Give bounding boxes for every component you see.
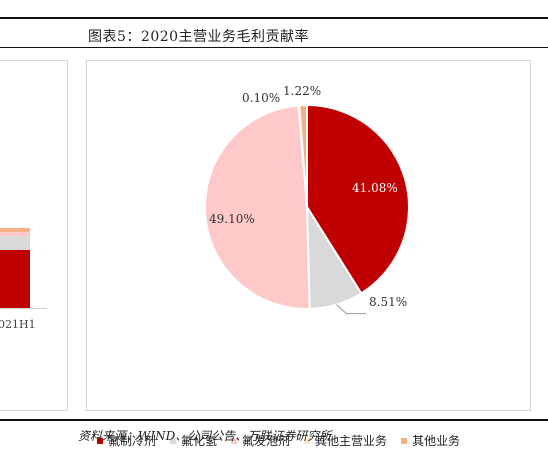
- left-bar-top: [0, 228, 30, 232]
- legend-swatch: [97, 437, 103, 444]
- pie-legend: 氟制冷剂 氟化氢 氟发泡剂 其他主营业务 其他业务: [97, 432, 460, 449]
- leader-line-hydrogen-fluoride: [336, 304, 366, 315]
- legend-swatch: [231, 437, 238, 444]
- legend-item-refrigerant: 氟制冷剂: [97, 432, 156, 449]
- legend-label: 其他业务: [412, 434, 461, 448]
- data-label-refrigerant: 41.08%: [352, 181, 398, 195]
- pie-slice-foaming-agent: [203, 104, 311, 310]
- left-bar-light: [0, 232, 30, 236]
- pie-chart-panel: 41.08% 8.51% 49.10% 0.10% 1.22% 氟制冷剂 氟化氢 氟发泡…: [86, 60, 531, 448]
- data-label-other: 1.22%: [283, 84, 321, 98]
- legend-label: 氟发泡剂: [242, 434, 291, 448]
- title-rule: [0, 47, 548, 48]
- left-chart-panel: [0, 60, 68, 411]
- legend-swatch: [304, 437, 311, 444]
- legend-label: 氟制冷剂: [108, 434, 157, 448]
- data-label-other-main: 0.10%: [242, 91, 280, 105]
- left-bar-gray: [0, 236, 30, 250]
- legend-swatch: [401, 437, 408, 444]
- data-label-foaming-agent: 49.10%: [209, 212, 255, 226]
- pie-slice-other: [298, 103, 308, 208]
- bottom-rule: [0, 419, 548, 421]
- source-note: 资料来源：WIND、公司公告、万联证券研究所: [78, 429, 332, 443]
- pie-chart: 41.08% 8.51% 49.10% 0.10% 1.22%: [203, 84, 410, 315]
- left-bar-red: [0, 250, 30, 308]
- data-label-hydrogen-fluoride: 8.51%: [369, 295, 407, 309]
- left-axis-tick-label: 021H1: [0, 318, 36, 331]
- left-axis-line: [0, 308, 47, 309]
- legend-swatch: [170, 437, 177, 444]
- legend-item-other-main: 其他主营业务: [304, 432, 387, 449]
- top-rule: [0, 17, 548, 19]
- legend-label: 氟化氢: [181, 434, 218, 448]
- legend-item-foaming-agent: 氟发泡剂: [231, 432, 290, 449]
- chart-title: 图表5：2020主营业务毛利贡献率: [88, 29, 310, 45]
- legend-item-hydrogen-fluoride: 氟化氢: [170, 432, 217, 449]
- legend-label: 其他主营业务: [315, 434, 388, 448]
- legend-item-other: 其他业务: [401, 432, 460, 449]
